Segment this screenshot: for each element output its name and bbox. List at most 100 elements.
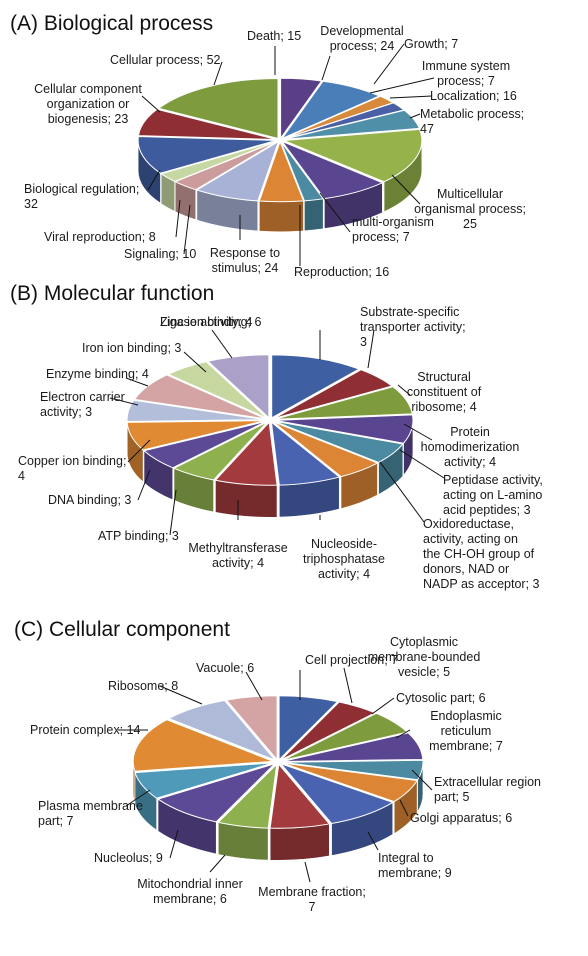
pie-slice-nucleolus bbox=[156, 763, 276, 823]
data-label-line: the CH-OH group of bbox=[423, 547, 535, 561]
pie-slice-zinc-ion-binding bbox=[271, 354, 361, 419]
data-label-line: Cytoplasmic bbox=[390, 635, 458, 649]
data-label-line: part; 7 bbox=[38, 814, 73, 828]
data-label-line: Vacuole; 6 bbox=[196, 661, 254, 675]
data-label-line: multi-organism bbox=[352, 215, 434, 229]
data-label-line: Zinc ion binding; 6 bbox=[160, 315, 262, 329]
leader-line bbox=[379, 461, 425, 523]
data-label-line: Peptidase activity, bbox=[443, 473, 543, 487]
leader-line bbox=[147, 169, 161, 191]
pie-slice-atp-binding bbox=[172, 421, 268, 481]
data-label: Metabolic process; 47 bbox=[420, 107, 524, 136]
chart-title: (A) Biological process bbox=[10, 12, 213, 35]
leader-line bbox=[343, 667, 353, 704]
leader-line bbox=[245, 671, 263, 701]
data-label-line: membrane; 6 bbox=[153, 892, 227, 906]
data-label-line: acid peptides; 3 bbox=[443, 503, 531, 517]
leader-line bbox=[391, 174, 421, 205]
data-label-line: Metabolic process; bbox=[420, 107, 524, 121]
data-label: Integral to membrane; 9 bbox=[378, 851, 452, 880]
leader-line bbox=[369, 77, 435, 94]
data-label-line: membrane; 7 bbox=[429, 739, 503, 753]
leader-line bbox=[169, 829, 179, 859]
leader-line bbox=[389, 95, 433, 99]
data-label-line: donors, NAD or bbox=[423, 562, 509, 576]
pie-slice-side bbox=[215, 479, 278, 518]
pie-slice-substrate-specific-transporter-activity bbox=[273, 369, 394, 419]
pie-slice-vacuole bbox=[225, 695, 278, 762]
pie-slice-developmental-process bbox=[280, 80, 381, 140]
pie-slice-reproduction bbox=[258, 140, 305, 203]
data-label: Cytoplasmic membrane-bounded vesicle; 5 bbox=[368, 635, 481, 679]
data-label: Ribosome; 8 bbox=[108, 679, 178, 693]
pie-slice-cellular-process bbox=[157, 77, 279, 140]
pie-slice-side bbox=[259, 200, 304, 233]
data-label-line: 32 bbox=[24, 197, 38, 211]
data-label: Enzyme binding; 4 bbox=[46, 367, 149, 381]
data-label-line: 25 bbox=[463, 217, 477, 231]
pie-side-walls bbox=[137, 140, 423, 233]
pie-slice-ribosome bbox=[167, 699, 276, 761]
data-label: Iron ion binding; 3 bbox=[82, 341, 181, 355]
data-label-line: part; 5 bbox=[434, 790, 469, 804]
data-label-line: Reproduction; 16 bbox=[294, 265, 389, 279]
data-label-line: process; 24 bbox=[330, 39, 395, 53]
data-label: Localization; 16 bbox=[430, 89, 517, 103]
data-label-line: organismal process; bbox=[414, 202, 526, 216]
pie-slice-viral-reproduction bbox=[160, 140, 278, 182]
data-label-line: Protein bbox=[450, 425, 490, 439]
data-label-line: NADP as acceptor; 3 bbox=[423, 577, 540, 591]
data-label-line: Immune system bbox=[422, 59, 510, 73]
leader-line bbox=[183, 351, 207, 373]
data-label-line: ribosome; 4 bbox=[411, 400, 476, 414]
data-label-line: Substrate-specific bbox=[360, 305, 459, 319]
data-label-line: Iron ion binding; 3 bbox=[82, 341, 181, 355]
leader-line bbox=[367, 329, 375, 369]
leader-line bbox=[304, 861, 311, 883]
leader-line bbox=[395, 729, 411, 739]
chart-title: (C) Cellular component bbox=[14, 618, 230, 641]
data-label: Nucleoside-triphosphatase activity; 4 bbox=[303, 537, 385, 581]
data-label-line: activity; 4 bbox=[318, 567, 370, 581]
data-label: Membrane fraction; 7 bbox=[258, 885, 366, 914]
data-label-line: Ribosome; 8 bbox=[108, 679, 178, 693]
leader-line bbox=[127, 439, 151, 463]
pie-slice-mitochondrial-inner-membrane bbox=[217, 762, 278, 829]
data-label-line: Electron carrier bbox=[40, 390, 125, 404]
pie-slice-dna-binding bbox=[142, 420, 267, 469]
data-label-line: activity; 3 bbox=[40, 405, 92, 419]
data-label: Cellular component organization or biogene… bbox=[34, 82, 142, 126]
leader-line bbox=[109, 397, 139, 406]
pie-slice-protein-homodimerization-activity bbox=[274, 414, 414, 444]
data-label: Golgi apparatus; 6 bbox=[410, 811, 512, 825]
chart-panel-biological-process: (A) Biological process Death; 15 Developm… bbox=[10, 12, 526, 279]
chart-panel-cellular-component: (C) Cellular component Cell projection; … bbox=[14, 618, 541, 914]
data-label: Electron carrier activity; 3 bbox=[40, 390, 125, 419]
pie-slice-protein-complex bbox=[132, 719, 274, 772]
data-label-line: Extracellular region bbox=[434, 775, 541, 789]
data-label-line: 3 bbox=[360, 335, 367, 349]
pie-slice-iron-ion-binding bbox=[166, 361, 268, 419]
pie-slice-integral-to-membrane bbox=[279, 762, 394, 825]
data-label: Plasma membrane part; 7 bbox=[38, 799, 143, 828]
data-label-line: ATP binding; 3 bbox=[98, 529, 179, 543]
data-label-line: Developmental bbox=[320, 24, 403, 38]
data-label-line: membrane-bounded bbox=[368, 650, 481, 664]
data-label: Immune system process; 7 bbox=[422, 59, 510, 88]
data-label-line: Methyltransferase bbox=[188, 541, 287, 555]
data-label: Methyltransferase activity; 4 bbox=[188, 541, 287, 570]
leader-line bbox=[319, 192, 351, 233]
data-label: Vacuole; 6 bbox=[196, 661, 254, 675]
data-label-line: Cell projection; 7 bbox=[305, 653, 398, 667]
data-label-line: Ligase activity; 4 bbox=[160, 315, 252, 329]
pie-side-walls bbox=[132, 761, 424, 861]
leader-line bbox=[141, 95, 161, 113]
pie-slice-plasma-membrane-part bbox=[134, 762, 274, 799]
leader-line bbox=[137, 469, 151, 501]
data-label-line: Multicellular bbox=[437, 187, 503, 201]
leader-line bbox=[169, 489, 177, 536]
data-label: Protein homodimerization activity; 4 bbox=[421, 425, 520, 469]
data-label-line: Membrane fraction; bbox=[258, 885, 366, 899]
data-label-line: Viral reproduction; 8 bbox=[44, 230, 156, 244]
pie-slice-death bbox=[280, 77, 323, 140]
